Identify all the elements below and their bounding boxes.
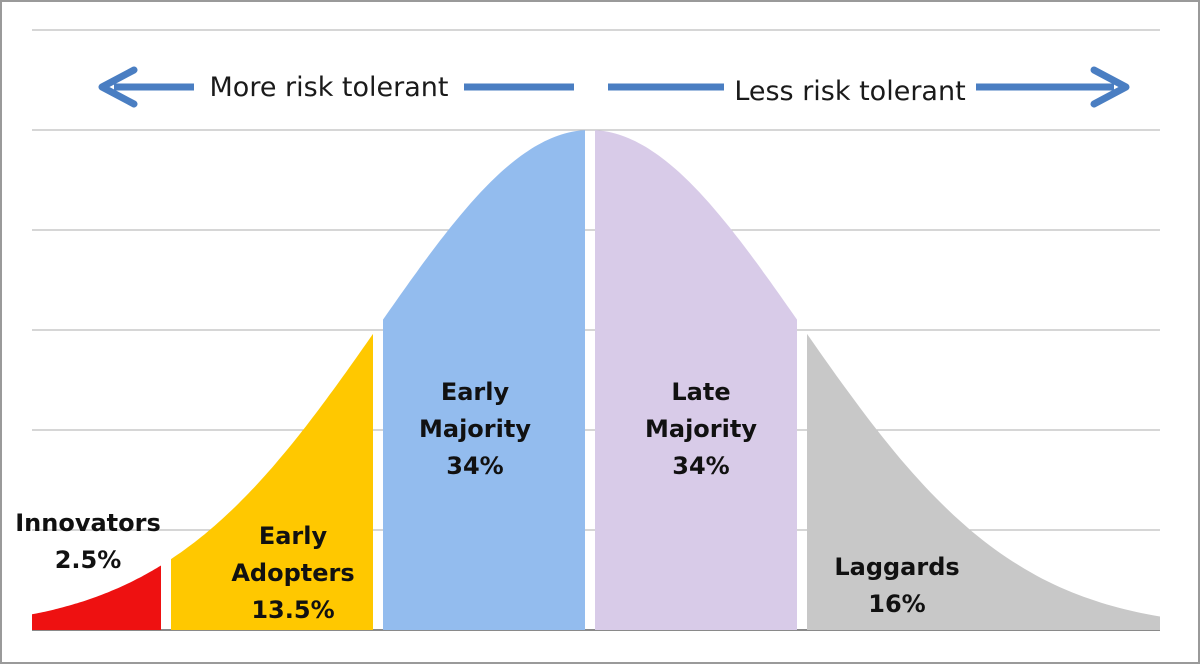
label-early-majority: Early Majority 34% xyxy=(419,378,531,480)
segment-laggards xyxy=(807,333,1160,630)
label-late-majority: Late Majority 34% xyxy=(645,378,757,480)
less-risk-tolerant-text: Less risk tolerant xyxy=(734,76,965,107)
label-line: Laggards xyxy=(834,553,959,581)
label-line: 2.5% xyxy=(55,546,122,574)
risk-arrows: More risk tolerant Less risk tolerant xyxy=(98,66,1130,108)
label-line: Majority xyxy=(645,415,757,443)
label-line: Early xyxy=(441,378,510,406)
label-early-adopters: Early Adopters 13.5% xyxy=(231,522,354,624)
segment-early-majority xyxy=(383,130,585,630)
label-line: Late xyxy=(671,378,730,406)
segment-late-majority xyxy=(595,130,797,630)
label-line: 34% xyxy=(672,452,729,480)
left-arrow-head xyxy=(98,66,138,108)
label-line: Early xyxy=(259,522,328,550)
label-line: Majority xyxy=(419,415,531,443)
segment-early-adopters xyxy=(171,333,373,630)
label-line: 34% xyxy=(446,452,503,480)
segment-labels: Innovators 2.5% Early Adopters 13.5% Early Maj… xyxy=(15,378,959,624)
segment-innovators xyxy=(32,565,161,630)
right-arrow-head xyxy=(1090,66,1130,108)
label-line: Innovators xyxy=(15,509,161,537)
label-innovators: Innovators 2.5% xyxy=(15,509,161,574)
more-risk-tolerant-text: More risk tolerant xyxy=(210,72,449,103)
label-line: 16% xyxy=(868,590,925,618)
label-line: Adopters xyxy=(231,559,354,587)
label-laggards: Laggards 16% xyxy=(834,553,959,618)
curve-segments xyxy=(32,130,1160,630)
label-line: 13.5% xyxy=(251,596,334,624)
